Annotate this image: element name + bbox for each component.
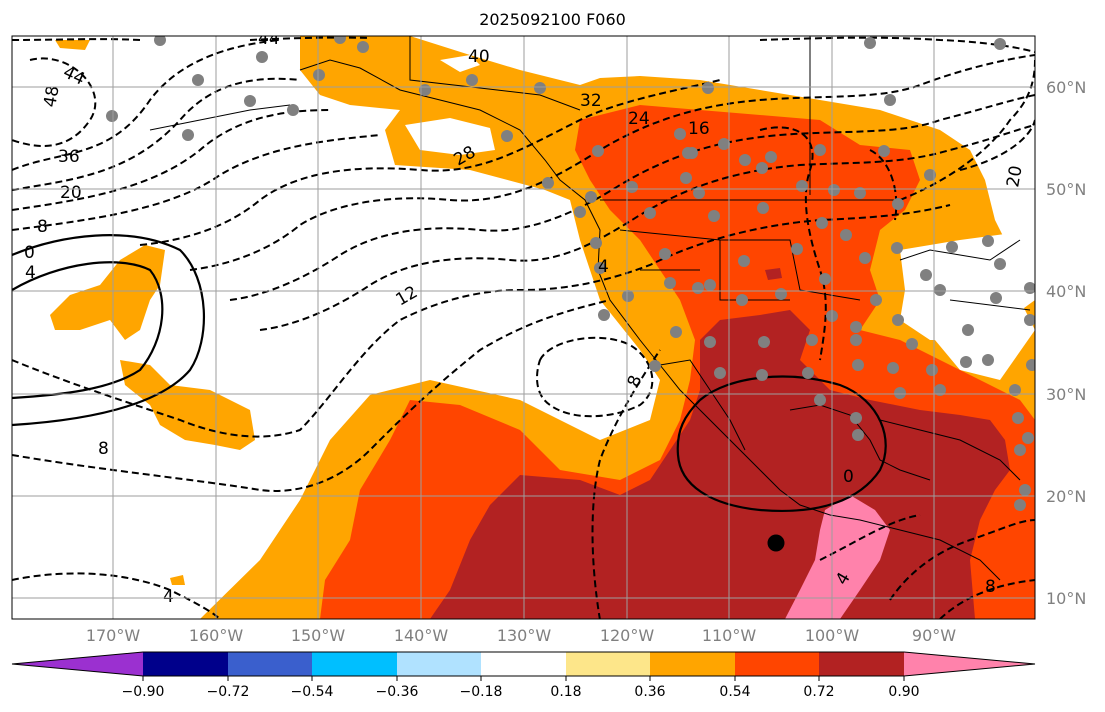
lon-label: 100°W	[804, 626, 860, 645]
lon-label: 110°W	[701, 626, 757, 645]
colorbar-segment	[566, 652, 650, 676]
colorbar-segment	[143, 652, 228, 676]
colorbar-segment	[397, 652, 481, 676]
colorbar-segment	[228, 652, 312, 676]
colorbar-tick-label: 0.90	[888, 684, 920, 700]
contour-label: 40	[468, 47, 490, 67]
contour-label: 8	[98, 439, 109, 459]
lon-label: 140°W	[393, 626, 449, 645]
map-title: 2025092100 F060	[479, 10, 626, 29]
colorbar-left-extension	[12, 652, 143, 676]
contour-label: 32	[580, 91, 602, 111]
lat-label: 50°N	[1046, 180, 1087, 199]
contour-label: 4	[598, 257, 609, 277]
gridlines	[12, 36, 1035, 619]
lon-label: 170°W	[85, 626, 141, 645]
colorbar	[11, 651, 1036, 681]
contour-label: 8	[985, 577, 996, 597]
contour-label: 4	[163, 587, 174, 607]
center-marker	[767, 534, 785, 552]
lon-label: 90°W	[911, 626, 957, 645]
contour-label: 0	[843, 467, 854, 487]
contour-label: 4	[25, 263, 36, 283]
colorbar-tick-label: −0.18	[459, 684, 503, 700]
colorbar-tick-label: −0.36	[375, 684, 419, 700]
contour-label: 20	[60, 183, 82, 203]
colorbar-tick-label: −0.72	[206, 684, 250, 700]
colorbar-tick-label: 0.54	[719, 684, 751, 700]
contour-label: 0	[24, 243, 35, 263]
contour-label: 36	[58, 147, 80, 167]
map-frame	[11, 35, 1036, 620]
contour-label: 16	[688, 119, 710, 139]
colorbar-tick-label: −0.90	[121, 684, 165, 700]
colorbar-tick-label: 0.72	[803, 684, 835, 700]
lon-label: 160°W	[188, 626, 244, 645]
contour-label: 8	[37, 217, 48, 237]
colorbar-segment	[735, 652, 819, 676]
lat-label: 10°N	[1046, 589, 1087, 608]
colorbar-tick-label: 0.18	[550, 684, 582, 700]
shading-pink	[785, 495, 890, 619]
station-dots	[106, 36, 1035, 511]
colorbar-segment	[819, 652, 904, 676]
lon-label: 120°W	[599, 626, 655, 645]
colorbar-segment	[312, 652, 397, 676]
contour-label: 24	[628, 109, 650, 129]
colorbar-segment	[481, 652, 566, 676]
contour-label: 48	[40, 84, 63, 109]
solid-contours	[12, 234, 887, 512]
contour-label: 20	[1003, 164, 1026, 189]
lat-label: 40°N	[1046, 282, 1087, 301]
lat-label: 20°N	[1046, 487, 1087, 506]
lat-label: 30°N	[1046, 385, 1087, 404]
contour-label: 44	[258, 29, 280, 49]
colorbar-tick-label: −0.54	[290, 684, 334, 700]
colorbar-segment	[650, 652, 735, 676]
lon-label: 150°W	[290, 626, 346, 645]
lat-label: 60°N	[1046, 78, 1087, 97]
colorbar-tick-label: 0.36	[634, 684, 666, 700]
colorbar-right-extension	[904, 652, 1035, 676]
lon-label: 130°W	[496, 626, 552, 645]
